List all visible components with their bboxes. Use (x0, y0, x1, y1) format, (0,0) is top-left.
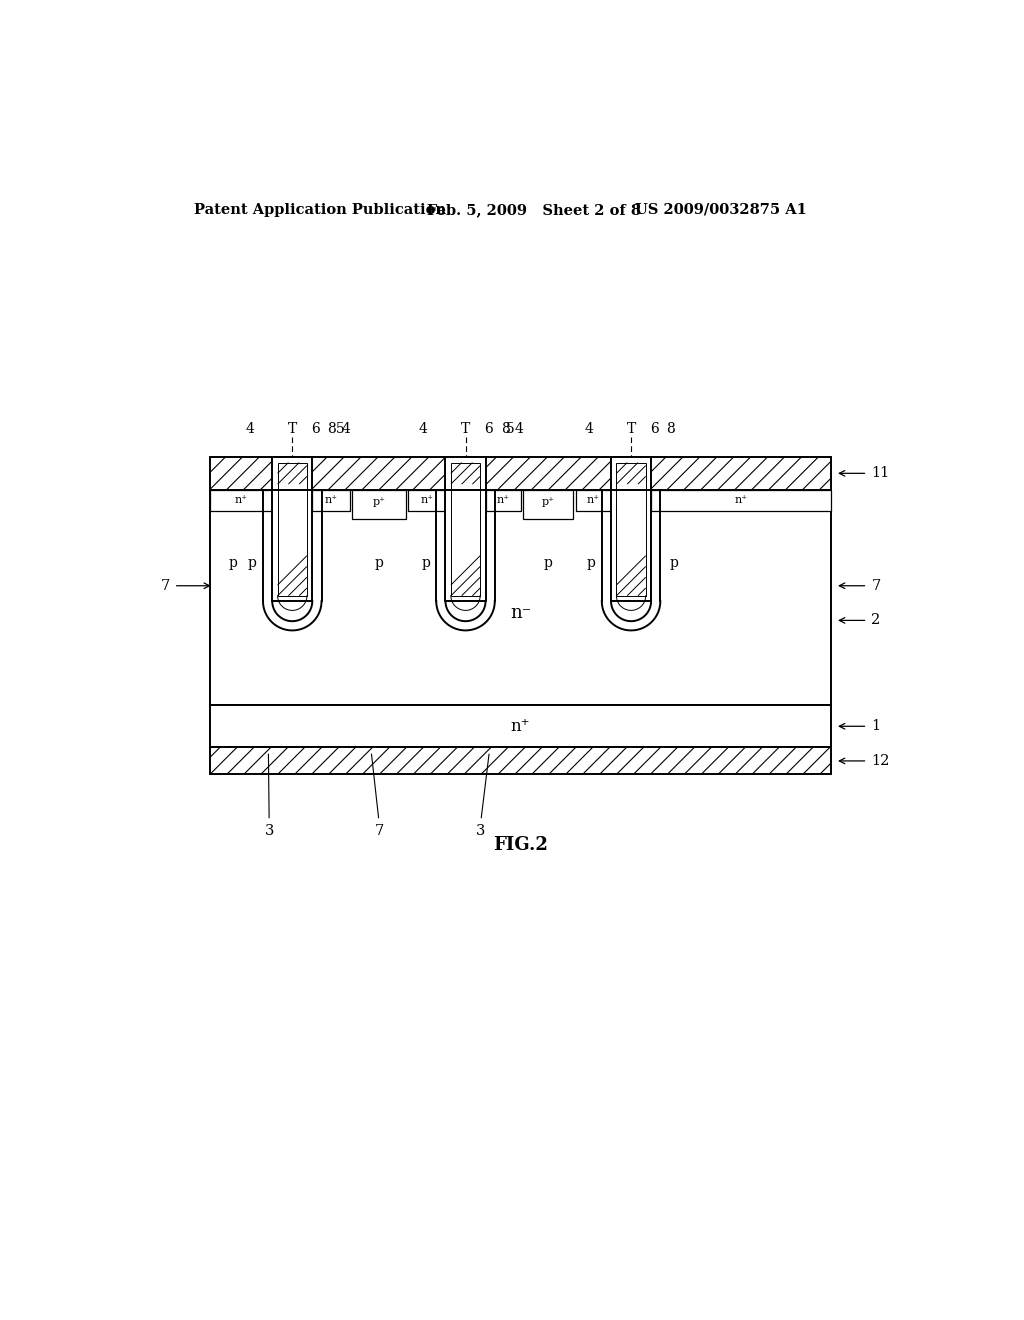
Text: 11: 11 (871, 466, 890, 480)
Text: 4: 4 (585, 421, 593, 436)
Bar (409, 490, 445, 511)
Bar (210, 457, 831, 490)
Bar (272, 490, 312, 601)
Text: US 2009/0032875 A1: US 2009/0032875 A1 (635, 203, 807, 216)
Text: 4: 4 (419, 421, 428, 436)
Text: Feb. 5, 2009   Sheet 2 of 8: Feb. 5, 2009 Sheet 2 of 8 (427, 203, 641, 216)
Text: 4: 4 (246, 421, 254, 436)
Bar (451, 462, 480, 490)
Text: FIG.2: FIG.2 (494, 836, 548, 854)
Text: 5: 5 (336, 421, 345, 436)
Bar (210, 705, 831, 747)
Bar (210, 747, 831, 775)
Text: Patent Application Publication: Patent Application Publication (194, 203, 445, 216)
Bar (611, 490, 651, 601)
Text: 4: 4 (341, 421, 350, 436)
Bar (210, 490, 272, 511)
Bar (616, 462, 646, 490)
Bar (451, 490, 480, 595)
Bar (616, 490, 646, 595)
Text: 6: 6 (311, 421, 319, 436)
Text: 8: 8 (501, 421, 510, 436)
Text: 3: 3 (264, 825, 273, 838)
Bar (523, 490, 573, 519)
Text: 8: 8 (328, 421, 336, 436)
Bar (278, 490, 307, 595)
Text: n⁻: n⁻ (510, 603, 531, 622)
Text: p: p (587, 556, 596, 570)
Text: T: T (461, 421, 470, 436)
Text: p: p (670, 556, 679, 570)
Text: p: p (228, 556, 238, 570)
Bar (611, 457, 651, 490)
Text: p: p (421, 556, 430, 570)
Text: 2: 2 (871, 614, 881, 627)
Text: p⁺: p⁺ (373, 496, 385, 507)
Bar (272, 457, 312, 490)
Text: p⁺: p⁺ (542, 496, 555, 507)
Text: 7: 7 (871, 578, 881, 593)
Bar (445, 457, 485, 490)
Text: p: p (248, 556, 257, 570)
Bar (278, 462, 307, 490)
Bar (651, 490, 831, 511)
Text: n⁺: n⁺ (234, 495, 248, 506)
Text: n⁺: n⁺ (511, 718, 530, 735)
Bar (352, 490, 406, 519)
Text: 7: 7 (161, 578, 170, 593)
Text: 6: 6 (484, 421, 493, 436)
Text: p: p (375, 556, 383, 570)
Text: 8: 8 (667, 421, 675, 436)
Bar (485, 490, 520, 511)
Bar (312, 490, 349, 511)
Bar (445, 490, 485, 601)
Text: n⁺: n⁺ (420, 495, 433, 506)
Text: n⁺: n⁺ (734, 495, 748, 506)
Text: 7: 7 (374, 825, 384, 838)
Text: 3: 3 (476, 825, 485, 838)
Text: p: p (544, 556, 553, 570)
Text: 5: 5 (506, 421, 514, 436)
Text: 1: 1 (871, 719, 881, 734)
Text: n⁺: n⁺ (497, 495, 510, 506)
Text: n⁺: n⁺ (325, 495, 338, 506)
Text: 4: 4 (515, 421, 523, 436)
Text: 6: 6 (650, 421, 658, 436)
Text: T: T (627, 421, 636, 436)
Text: 12: 12 (871, 754, 890, 768)
Bar (575, 490, 611, 511)
Bar (210, 490, 831, 705)
Text: T: T (288, 421, 297, 436)
Text: n⁺: n⁺ (587, 495, 600, 506)
